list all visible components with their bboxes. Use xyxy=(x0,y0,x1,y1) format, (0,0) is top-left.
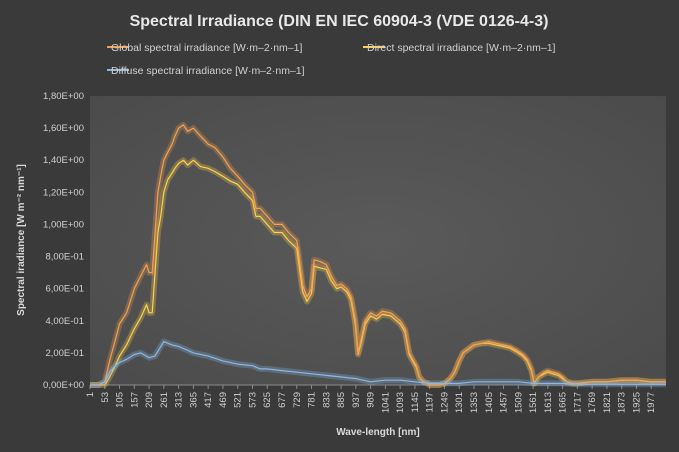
x-tick-label: 469 xyxy=(218,392,229,408)
x-tick-label: 1249 xyxy=(439,392,450,413)
y-tick-label: 0,00E+00 xyxy=(43,380,84,391)
legend-item-label: Direct spectral irradiance [W·m–2·nm–1] xyxy=(367,42,556,54)
x-tick-label: 573 xyxy=(247,392,258,408)
x-tick-label: 313 xyxy=(174,392,185,408)
y-axis: 0,00E+00 2,00E-01 4,00E-01 6,00E-01 8,00E-01… xyxy=(43,91,84,391)
x-tick-label: 729 xyxy=(292,392,303,408)
legend-item-label: Global spectral irradiance [W·m–2·nm–1] xyxy=(111,42,302,54)
x-tick-label: 1353 xyxy=(469,392,480,413)
x-tick-label: 1197 xyxy=(425,392,436,412)
x-tick-label: 1301 xyxy=(454,392,465,413)
x-tick-label: 937 xyxy=(351,392,362,408)
x-tick-label: 1925 xyxy=(631,392,642,413)
x-tick-label: 1873 xyxy=(617,392,628,413)
y-tick-label: 8,00E-01 xyxy=(45,252,84,263)
x-tick-label: 885 xyxy=(336,392,347,408)
x-tick-label: 1041 xyxy=(380,392,391,413)
x-tick-label: 1613 xyxy=(543,392,554,413)
y-tick-label: 6,00E-01 xyxy=(45,284,84,295)
x-tick-label: 677 xyxy=(277,392,288,408)
series-line xyxy=(90,341,666,386)
y-tick-label: 2,00E-01 xyxy=(45,348,84,359)
x-tick-label: 417 xyxy=(203,392,214,408)
x-tick-label: 1717 xyxy=(572,392,583,413)
x-tick-label: 625 xyxy=(262,392,273,408)
y-tick-label: 4,00E-01 xyxy=(45,316,84,327)
x-tick-label: 1 xyxy=(85,392,96,397)
x-tick-label: 833 xyxy=(321,392,332,408)
x-tick-label: 1093 xyxy=(395,392,406,413)
x-tick-label: 1977 xyxy=(646,392,657,413)
x-tick-label: 1561 xyxy=(528,392,539,413)
x-axis-label: Wave-length [nm] xyxy=(336,427,420,438)
legend: Global spectral irradiance [W·m–2·nm–1] D… xyxy=(107,42,556,77)
y-tick-label: 1,40E+00 xyxy=(43,155,84,166)
y-axis-label: Spectral iradiance [W m⁻² nm⁻¹] xyxy=(16,164,27,316)
x-tick-label: 1665 xyxy=(558,392,569,413)
series-layer xyxy=(90,121,666,388)
x-tick-label: 157 xyxy=(129,392,140,408)
y-tick-label: 1,80E+00 xyxy=(43,91,84,102)
x-axis: 1 53 105 157 209 261 313 365 417 469 521 573 625 677 7… xyxy=(85,384,666,413)
plot-area xyxy=(90,96,666,385)
x-tick-label: 105 xyxy=(115,392,126,408)
y-tick-label: 1,20E+00 xyxy=(43,187,84,198)
x-tick-label: 1509 xyxy=(513,392,524,413)
x-tick-label: 1769 xyxy=(587,392,598,413)
y-tick-label: 1,60E+00 xyxy=(43,123,84,134)
x-tick-label: 209 xyxy=(144,392,155,408)
chart-title: Spectral Irradiance (DIN EN IEC 60904-3 … xyxy=(130,13,549,30)
y-tick-label: 1,00E+00 xyxy=(43,219,84,230)
legend-item-label: Diffuse spectral irradiance [W·m–2·nm–1] xyxy=(111,65,305,77)
x-tick-label: 781 xyxy=(307,392,318,408)
x-tick-label: 1405 xyxy=(484,392,495,413)
x-tick-label: 1457 xyxy=(499,392,510,413)
x-tick-label: 53 xyxy=(100,392,111,403)
x-tick-label: 1145 xyxy=(410,392,421,412)
x-tick-label: 365 xyxy=(188,392,199,408)
x-tick-label: 989 xyxy=(366,392,377,408)
x-tick-label: 1821 xyxy=(602,392,613,413)
x-tick-label: 261 xyxy=(159,392,170,408)
series-line xyxy=(90,124,666,386)
x-tick-label: 521 xyxy=(233,392,244,408)
